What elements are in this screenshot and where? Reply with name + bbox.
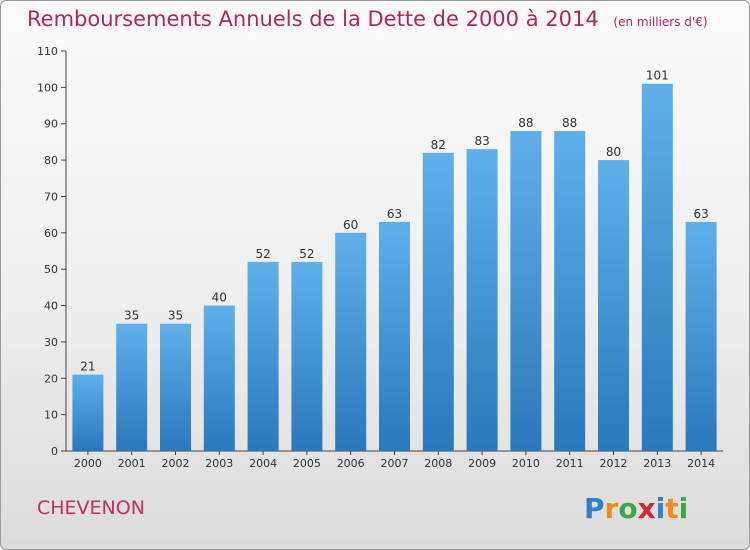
chart-title-text: Remboursements Annuels de la Dette de 20… [27, 7, 599, 31]
y-tick-label: 20 [44, 372, 58, 385]
bar-value-label: 83 [474, 134, 489, 148]
x-tick-label: 2003 [205, 457, 233, 470]
chart-labels: 21 35 35 40 52 52 60 63 82 83 88 88 80 101 63 [80, 69, 708, 374]
bar [72, 374, 104, 451]
x-tick-label: 2000 [74, 457, 102, 470]
bar [598, 160, 629, 451]
bar-value-label: 52 [299, 247, 314, 261]
bar-value-label: 60 [343, 218, 358, 232]
bar-value-label: 63 [387, 207, 402, 221]
chart-unit: (en milliers d'€) [613, 15, 708, 29]
x-tick-label: 2002 [162, 457, 190, 470]
svg-text:Proxiti: Proxiti [584, 492, 688, 525]
y-tick-label: 30 [44, 336, 58, 349]
chart-axes: 0 10 20 30 40 50 60 70 80 90 100 110 2000 2001 2002 200… [37, 45, 723, 470]
x-tick-label: 2005 [293, 457, 321, 470]
chart-bars [72, 83, 717, 452]
bar-value-label: 101 [646, 69, 669, 83]
x-tick-label: 2010 [512, 457, 540, 470]
bar-value-label: 88 [562, 116, 577, 130]
bar [554, 131, 586, 451]
x-tick-label: 2011 [556, 457, 584, 470]
proxiti-logo-mark: Proxiti [584, 492, 688, 525]
bar-value-label: 35 [124, 309, 139, 323]
bar [379, 221, 410, 451]
bar [335, 232, 367, 451]
x-tick-label: 2006 [337, 457, 365, 470]
bar [203, 305, 235, 451]
bar-value-label: 88 [518, 116, 533, 130]
x-tick-label: 2004 [249, 457, 277, 470]
y-tick-label: 10 [44, 409, 58, 422]
bar-value-label: 21 [80, 360, 95, 374]
y-tick-label: 100 [37, 81, 58, 94]
bar-value-label: 40 [212, 291, 227, 305]
bar-value-label: 80 [606, 145, 621, 159]
y-tick-label: 90 [44, 118, 58, 131]
proxiti-logo[interactable]: Proxiti [584, 488, 694, 528]
x-tick-label: 2008 [424, 457, 452, 470]
x-tick-label: 2012 [600, 457, 628, 470]
bar-value-label: 82 [431, 138, 446, 152]
x-tick-label: 2014 [687, 457, 715, 470]
x-tick-label: 2013 [643, 457, 671, 470]
y-tick-label: 80 [44, 154, 58, 167]
bar [422, 152, 454, 451]
bar [116, 323, 148, 451]
bar [510, 131, 542, 451]
bar [291, 261, 323, 451]
y-tick-label: 110 [37, 45, 58, 58]
bar-value-label: 52 [255, 247, 270, 261]
bar [685, 221, 717, 451]
chart-title: Remboursements Annuels de la Dette de 20… [27, 7, 708, 31]
commune-name: CHEVENON [37, 497, 145, 519]
y-tick-label: 70 [44, 190, 58, 203]
y-tick-label: 40 [44, 300, 58, 313]
bar-value-label: 35 [168, 309, 183, 323]
x-tick-label: 2001 [118, 457, 146, 470]
y-tick-label: 60 [44, 227, 58, 240]
y-tick-label: 0 [51, 445, 58, 458]
bar [160, 323, 191, 451]
bar [466, 149, 498, 451]
bar [641, 83, 673, 452]
bar [247, 261, 279, 451]
x-tick-label: 2007 [381, 457, 409, 470]
bar-value-label: 63 [693, 207, 708, 221]
x-tick-label: 2009 [468, 457, 496, 470]
y-tick-label: 50 [44, 263, 58, 276]
